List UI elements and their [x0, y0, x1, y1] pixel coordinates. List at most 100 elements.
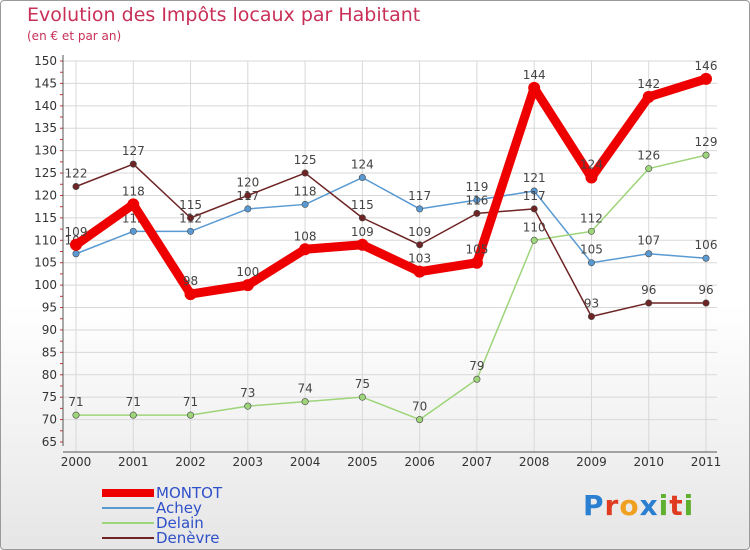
x-tick-label: 2010 [633, 455, 664, 469]
data-point-achey [358, 174, 366, 182]
x-tick-label: 2004 [290, 455, 321, 469]
data-point-delain [129, 411, 137, 419]
data-point-achey [301, 200, 309, 208]
series-line-denèvre [75, 163, 707, 318]
data-point-delain [530, 236, 538, 244]
y-tick-label: 85 [42, 345, 57, 359]
data-point-montot [700, 72, 712, 85]
data-label-montot: 144 [523, 68, 546, 82]
data-label-montot: 105 [465, 243, 488, 257]
data-label-achey: 117 [408, 189, 431, 203]
data-point-delain [301, 398, 309, 406]
y-tick-label: 150 [34, 54, 57, 68]
data-point-delain [473, 375, 481, 383]
y-tick-label: 65 [42, 435, 57, 449]
data-point-achey [530, 187, 538, 195]
y-tick-label: 80 [42, 368, 57, 382]
logo-letter: t [669, 489, 684, 522]
data-point-achey [129, 227, 137, 235]
data-label-montot: 108 [294, 229, 317, 243]
y-tick-label: 130 [34, 144, 57, 158]
data-label-achey: 118 [294, 184, 317, 198]
data-label-montot: 124 [580, 158, 603, 172]
data-label-delain: 112 [580, 211, 603, 225]
legend-swatch-delain [102, 522, 154, 524]
data-label-delain: 79 [469, 359, 484, 373]
x-tick-label: 2008 [519, 455, 550, 469]
data-label-delain: 129 [695, 135, 718, 149]
series-line-montot [71, 74, 711, 299]
logo-letter: i [658, 489, 670, 522]
data-label-achey: 121 [523, 171, 546, 185]
data-point-achey [702, 254, 710, 262]
data-label-denèvre: 109 [408, 225, 431, 239]
x-tick-label: 2007 [462, 455, 493, 469]
data-label-denèvre: 125 [294, 153, 317, 167]
y-tick-label: 95 [42, 301, 57, 315]
logo-letter: r [604, 489, 620, 522]
data-point-denèvre [187, 214, 195, 222]
data-point-denèvre [530, 205, 538, 213]
logo-letter: i [683, 489, 695, 522]
x-tick-label: 2011 [691, 455, 722, 469]
data-label-montot: 109 [65, 225, 88, 239]
data-label-achey: 105 [580, 243, 603, 257]
x-tick-label: 2006 [404, 455, 435, 469]
legend-swatch-montot [102, 489, 154, 497]
data-point-montot [585, 171, 598, 184]
data-point-denèvre [473, 209, 481, 217]
data-point-montot [642, 90, 655, 103]
data-point-montot [528, 81, 541, 94]
y-tick-label: 75 [42, 390, 57, 404]
data-label-montot: 118 [122, 184, 145, 198]
logo-letter: x [639, 489, 659, 522]
legend-label-delain: Delain [156, 514, 204, 532]
data-label-achey: 119 [465, 180, 488, 194]
data-label-montot: 146 [695, 59, 718, 73]
data-label-denèvre: 117 [523, 189, 546, 203]
data-label-denèvre: 120 [236, 175, 259, 189]
data-point-montot [127, 198, 140, 211]
proxiti-logo: Proxiti [583, 489, 694, 522]
data-label-montot: 109 [351, 225, 374, 239]
y-tick-label: 140 [34, 99, 57, 113]
chart-title: Evolution des Impôts locaux par Habitant [27, 4, 421, 26]
data-point-denèvre [645, 299, 653, 307]
data-point-montot [241, 279, 254, 292]
legend-swatch-denèvre [102, 537, 154, 539]
data-point-montot [356, 238, 369, 251]
data-point-delain [187, 411, 195, 419]
data-label-achey: 124 [351, 158, 374, 172]
y-tick-label: 110 [34, 233, 57, 247]
y-tick-label: 105 [34, 256, 57, 270]
data-point-achey [187, 227, 195, 235]
data-point-denèvre [358, 214, 366, 222]
series-line-achey [75, 176, 707, 264]
data-label-denèvre: 122 [65, 167, 88, 181]
data-point-montot [413, 265, 426, 278]
data-label-delain: 71 [183, 395, 198, 409]
data-label-denèvre: 96 [698, 283, 713, 297]
data-label-delain: 71 [68, 395, 83, 409]
data-label-delain: 73 [240, 386, 255, 400]
x-tick-label: 2009 [576, 455, 607, 469]
data-point-delain [72, 411, 80, 419]
data-label-delain: 71 [126, 395, 141, 409]
data-label-denèvre: 93 [584, 296, 599, 310]
y-tick-label: 120 [34, 188, 57, 202]
legend-swatch-achey [102, 507, 154, 509]
data-point-delain [244, 402, 252, 410]
series-line-delain [75, 154, 707, 421]
data-point-denèvre [587, 312, 595, 320]
data-label-achey: 107 [637, 234, 660, 248]
x-tick-label: 2003 [233, 455, 264, 469]
data-point-denèvre [702, 299, 710, 307]
data-point-delain [645, 165, 653, 173]
data-point-delain [702, 151, 710, 159]
legend-label-achey: Achey [156, 499, 202, 517]
chart-subtitle: (en € et par an) [27, 29, 122, 43]
x-tick-label: 2001 [118, 455, 149, 469]
data-label-delain: 75 [355, 377, 370, 391]
